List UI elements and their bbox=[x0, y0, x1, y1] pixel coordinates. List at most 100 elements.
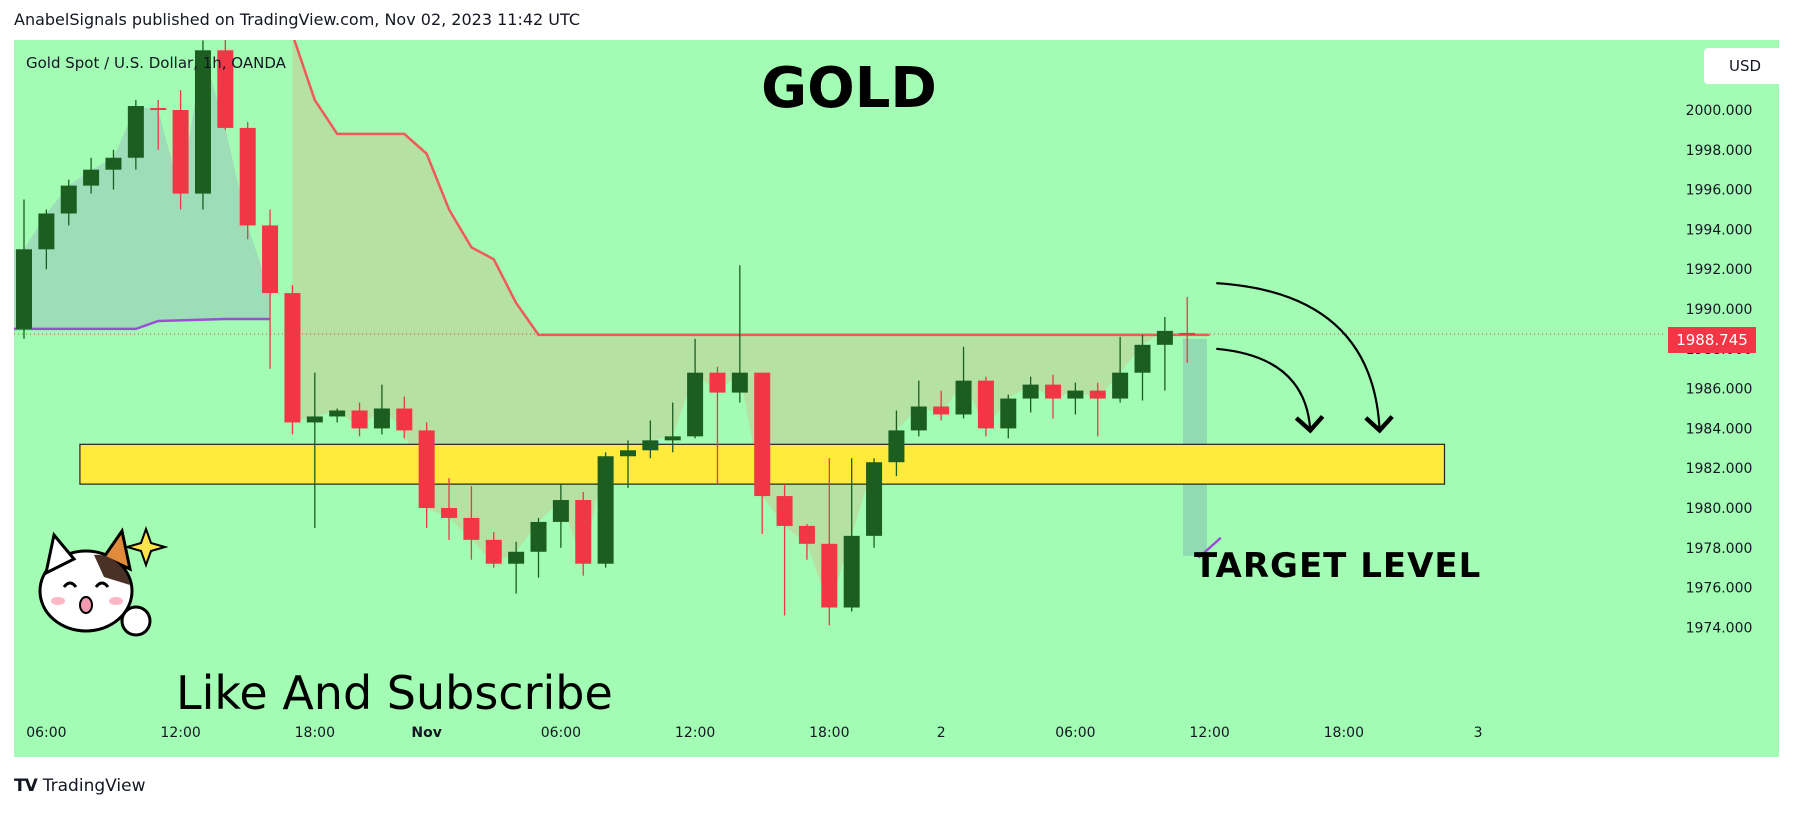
y-tick-label: 1974.000 bbox=[1686, 620, 1753, 636]
tradingview-logo-icon: 𝗧𝗩 bbox=[14, 776, 38, 796]
brand-name: TradingView bbox=[42, 776, 146, 796]
candle-body bbox=[866, 462, 883, 536]
y-tick-label: 1986.000 bbox=[1686, 382, 1753, 398]
candles-layer bbox=[16, 40, 1196, 626]
x-tick-label: 2 bbox=[937, 725, 946, 741]
candle-body bbox=[1067, 390, 1084, 399]
candle-body bbox=[642, 440, 659, 451]
candle-body bbox=[687, 372, 704, 437]
candle-body bbox=[1179, 332, 1196, 335]
upper-line bbox=[293, 40, 1210, 337]
candle-body bbox=[1089, 390, 1106, 399]
chart-panel[interactable]: 2000.000 1998.000 1996.000 1994.000 1992.000… bbox=[14, 40, 1786, 757]
candle-body bbox=[172, 110, 189, 194]
arrows-layer bbox=[1216, 282, 1394, 434]
candle-body bbox=[284, 293, 301, 423]
candle-body bbox=[485, 539, 502, 564]
candle-body bbox=[597, 456, 614, 564]
candle-body bbox=[910, 406, 927, 431]
x-tick-label: 12:00 bbox=[160, 725, 200, 741]
lower-line bbox=[14, 317, 271, 331]
candle-body bbox=[239, 127, 256, 226]
subscribe-text: Like And Subscribe bbox=[176, 666, 613, 720]
candle-body bbox=[463, 517, 480, 540]
candle-body bbox=[955, 380, 972, 415]
candle-body bbox=[798, 525, 815, 544]
candle-body bbox=[709, 372, 726, 393]
candle-body bbox=[933, 406, 950, 415]
y-tick-label: 1982.000 bbox=[1686, 461, 1753, 477]
candle-body bbox=[373, 408, 390, 429]
last-price-tag: 1988.745 bbox=[1668, 327, 1756, 353]
cloud-fill-right bbox=[292, 40, 1210, 608]
lines-layer bbox=[14, 40, 1664, 559]
candle-body bbox=[619, 450, 636, 457]
publish-header: AnabelSignals published on TradingView.c… bbox=[14, 10, 581, 29]
x-tick-label: 06:00 bbox=[1055, 725, 1095, 741]
candle-body bbox=[16, 249, 32, 329]
x-tick-label: 06:00 bbox=[26, 725, 66, 741]
candle-body bbox=[38, 213, 55, 250]
lower-line-tail bbox=[1197, 536, 1222, 559]
y-tick-label: 2000.000 bbox=[1686, 103, 1753, 119]
x-tick-label: 12:00 bbox=[1189, 725, 1229, 741]
candle-body bbox=[418, 430, 435, 508]
candle-body bbox=[1022, 384, 1039, 399]
arrow-long bbox=[1216, 282, 1394, 434]
footer: 𝗧𝗩 TradingView bbox=[14, 776, 145, 796]
candle-body bbox=[776, 496, 793, 526]
x-tick-label: 06:00 bbox=[541, 725, 581, 741]
x-axis: 06:00 12:00 18:00 Nov 06:00 12:00 18:00 2 06:00 1… bbox=[26, 725, 1482, 741]
candle-body bbox=[821, 543, 838, 608]
symbol-label: Gold Spot / U.S. Dollar, 1h, OANDA bbox=[26, 54, 286, 72]
candle-body bbox=[306, 416, 323, 423]
candle-body bbox=[664, 436, 681, 441]
y-tick-label: 1978.000 bbox=[1686, 541, 1753, 557]
x-tick-label: 12:00 bbox=[675, 725, 715, 741]
y-tick-label: 1980.000 bbox=[1686, 501, 1753, 517]
x-tick-label: Nov bbox=[411, 725, 441, 741]
candle-body bbox=[194, 50, 211, 194]
candle-body bbox=[1000, 398, 1017, 429]
mascot-icon bbox=[38, 526, 169, 637]
y-tick-label: 1994.000 bbox=[1686, 222, 1753, 238]
y-tick-label: 1992.000 bbox=[1686, 262, 1753, 278]
x-tick-label: 3 bbox=[1474, 725, 1483, 741]
chart-title: GOLD bbox=[761, 56, 937, 121]
candle-body bbox=[150, 108, 167, 111]
candle-body bbox=[351, 410, 368, 429]
candle-body bbox=[105, 157, 122, 170]
y-tick-label: 1990.000 bbox=[1686, 302, 1753, 318]
x-tick-label: 18:00 bbox=[295, 725, 335, 741]
candle-body bbox=[843, 535, 860, 608]
candle-body bbox=[127, 106, 144, 158]
candle-body bbox=[1134, 344, 1151, 373]
candle-body bbox=[754, 372, 771, 497]
candle-body bbox=[83, 169, 100, 186]
currency-button[interactable]: USD bbox=[1704, 48, 1786, 84]
y-tick-label: 1976.000 bbox=[1686, 581, 1753, 597]
x-tick-label: 18:00 bbox=[809, 725, 849, 741]
y-tick-label: 1984.000 bbox=[1686, 421, 1753, 437]
candle-body bbox=[508, 551, 525, 564]
candle-body bbox=[329, 410, 346, 417]
candle-body bbox=[530, 521, 547, 552]
candlestick-chart[interactable]: 2000.000 1998.000 1996.000 1994.000 1992.000… bbox=[14, 40, 1779, 757]
candle-body bbox=[60, 185, 77, 214]
target-level-label: TARGET LEVEL bbox=[1194, 546, 1482, 586]
candle-body bbox=[1156, 330, 1173, 345]
candle-body bbox=[1112, 372, 1129, 399]
candle-body bbox=[575, 500, 592, 564]
candle-body bbox=[731, 372, 748, 393]
candle-body bbox=[1045, 384, 1062, 399]
arrow-short bbox=[1216, 347, 1325, 434]
candle-body bbox=[977, 380, 994, 429]
y-axis: 2000.000 1998.000 1996.000 1994.000 1992.000… bbox=[1686, 103, 1753, 636]
candle-body bbox=[262, 225, 279, 294]
candle-body bbox=[552, 500, 569, 522]
y-tick-label: 1996.000 bbox=[1686, 183, 1753, 199]
candle-body bbox=[888, 430, 905, 463]
candle-body bbox=[217, 50, 234, 128]
y-tick-label: 1998.000 bbox=[1686, 143, 1753, 159]
x-tick-label: 18:00 bbox=[1324, 725, 1364, 741]
